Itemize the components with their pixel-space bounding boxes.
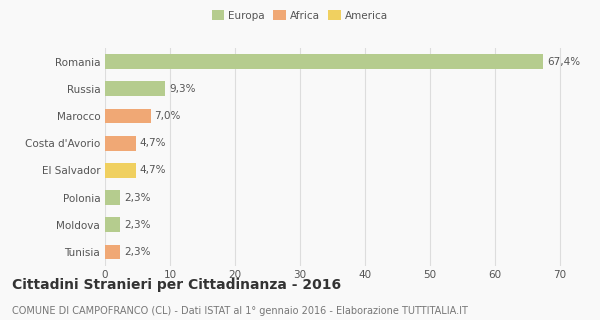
Bar bbox=[105, 81, 166, 96]
Bar bbox=[105, 108, 151, 124]
Legend: Europa, Africa, America: Europa, Africa, America bbox=[210, 8, 390, 23]
Bar bbox=[105, 136, 136, 151]
Bar bbox=[105, 190, 120, 205]
Text: 4,7%: 4,7% bbox=[139, 165, 166, 175]
Text: 2,3%: 2,3% bbox=[124, 247, 151, 257]
Text: 2,3%: 2,3% bbox=[124, 193, 151, 203]
Bar bbox=[105, 54, 543, 69]
Text: 9,3%: 9,3% bbox=[169, 84, 196, 94]
Text: 2,3%: 2,3% bbox=[124, 220, 151, 230]
Bar bbox=[105, 217, 120, 232]
Bar bbox=[105, 163, 136, 178]
Text: Cittadini Stranieri per Cittadinanza - 2016: Cittadini Stranieri per Cittadinanza - 2… bbox=[12, 278, 341, 292]
Bar bbox=[105, 244, 120, 260]
Text: 67,4%: 67,4% bbox=[547, 57, 580, 67]
Text: 4,7%: 4,7% bbox=[139, 138, 166, 148]
Text: COMUNE DI CAMPOFRANCO (CL) - Dati ISTAT al 1° gennaio 2016 - Elaborazione TUTTIT: COMUNE DI CAMPOFRANCO (CL) - Dati ISTAT … bbox=[12, 306, 468, 316]
Text: 7,0%: 7,0% bbox=[154, 111, 181, 121]
